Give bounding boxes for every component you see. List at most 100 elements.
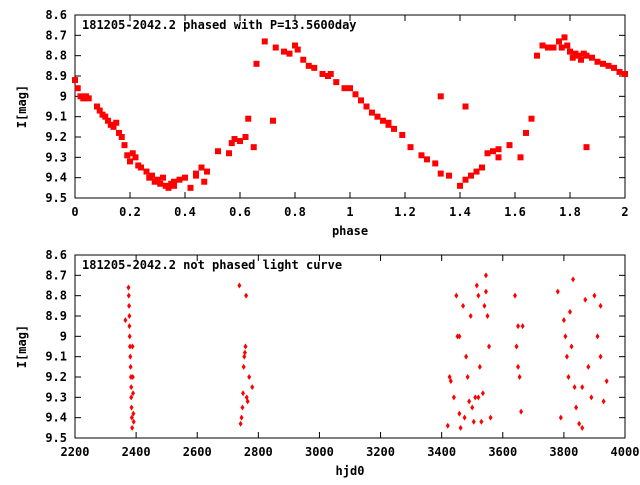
x-tick-label: 0.4 [174,205,196,219]
data-point [96,107,103,114]
x-tick-label: 2600 [183,445,212,459]
phased-plot-ylabel: I[mag] [15,85,29,128]
data-point [482,302,487,309]
y-tick-label: 8.6 [45,248,67,262]
data-point [281,48,287,55]
data-point [74,85,81,92]
data-point [564,353,569,360]
y-tick-label: 9 [60,89,67,103]
data-point [446,172,452,179]
data-point [464,353,469,360]
data-point [461,302,466,309]
data-point [462,103,469,110]
unphased-plot: 181205-2042.2 not phased light curve hjd… [15,248,639,478]
data-point [242,349,247,356]
data-point [157,180,164,187]
data-point [468,172,474,179]
phased-plot: 181205-2042.2 phased with P=13.5600day p… [15,8,629,238]
data-point [598,353,603,360]
data-point [567,48,573,55]
data-point [432,160,439,167]
x-tick-label: 3000 [305,445,334,459]
y-tick-label: 8.8 [45,289,67,303]
data-point [589,394,594,401]
data-point [488,414,493,421]
data-point [204,168,210,175]
data-point [458,424,463,431]
data-point [128,353,133,360]
data-point [241,363,246,370]
y-tick-label: 9.3 [45,150,67,164]
data-point [487,343,492,350]
y-tick-label: 9.3 [45,390,67,404]
x-tick-label: 2 [621,205,628,219]
data-point [72,77,78,84]
unphased-plot-frame [74,254,626,439]
data-point [130,374,135,380]
data-point [127,313,132,319]
data-point [333,79,340,86]
data-point [85,95,92,102]
data-point [171,178,177,185]
data-point [116,129,122,136]
data-point [160,174,166,181]
data-point [272,44,279,51]
data-point [341,85,348,92]
data-point [476,292,481,299]
x-tick-label: 3400 [427,445,456,459]
data-point [129,404,134,411]
x-tick-label: 3600 [488,445,517,459]
unphased-plot-ylabel: I[mag] [15,325,29,368]
data-point [490,148,496,155]
data-point [127,158,133,165]
unphased-plot-ticks: 2200 2400 2600 2800 3000 3200 3400 3600 3800 4000… [45,248,639,459]
y-tick-label: 8.9 [45,309,67,323]
data-point [193,172,199,179]
data-point [534,52,540,59]
data-point [519,408,524,415]
data-point [305,62,312,69]
data-point [154,176,161,183]
data-point [514,343,519,350]
data-point [580,384,585,391]
data-point [171,182,177,189]
data-point [480,390,485,397]
unphased-plot-points [123,272,609,431]
data-point [517,154,524,161]
data-point [451,394,456,401]
data-point [563,333,568,340]
data-point [561,34,568,41]
data-point [594,58,601,65]
data-point [261,38,268,45]
data-point [473,168,480,175]
data-point [127,323,132,330]
data-point [523,129,529,136]
y-tick-label: 8.8 [45,49,67,63]
data-point [294,46,301,53]
x-tick-label: 1.2 [394,205,416,219]
x-tick-label: 1.8 [559,205,581,219]
y-tick-label: 8.6 [45,8,67,22]
data-point [102,113,109,120]
x-tick-label: 2400 [122,445,151,459]
data-point [247,374,252,380]
x-tick-label: 1.4 [449,205,471,219]
data-point [319,70,326,77]
data-point [457,410,462,417]
data-point [165,184,172,191]
data-point [556,38,562,45]
data-point [601,398,606,405]
data-point [245,115,252,122]
data-point [138,164,144,171]
y-tick-label: 8.7 [45,268,67,282]
data-point [457,182,463,189]
data-point [143,168,150,175]
data-point [568,308,572,315]
data-point [286,50,293,57]
data-point [385,119,392,126]
y-tick-label: 9.2 [45,370,67,384]
unphased-plot-xlabel: hjd0 [336,464,365,478]
y-tick-label: 9 [60,329,67,343]
phased-plot-frame [74,14,626,199]
data-point [474,282,479,289]
